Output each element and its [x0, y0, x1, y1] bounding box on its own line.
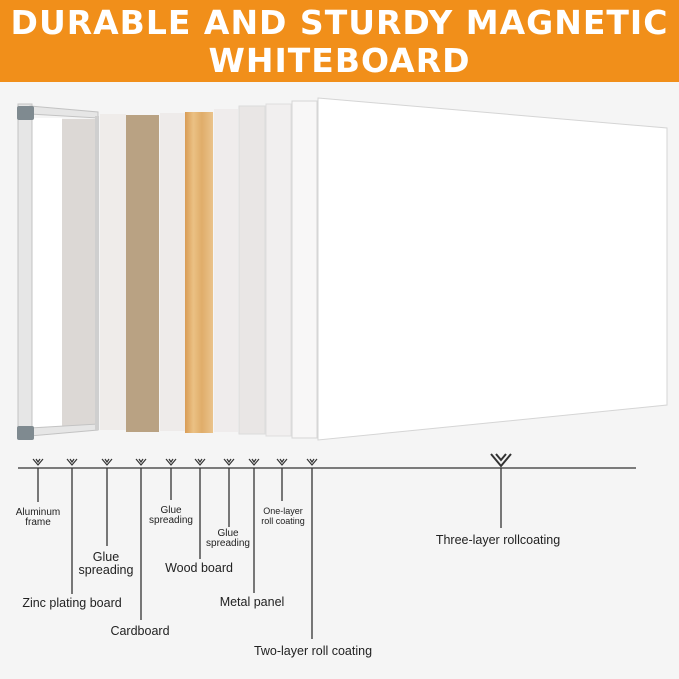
aluminum-frame: [17, 103, 99, 440]
marker-icon: [223, 458, 235, 466]
marker-icon: [306, 458, 318, 466]
marker-icon: [276, 458, 288, 466]
frame-corner-bottom: [17, 426, 34, 440]
label-three-layer-rollcoating: Three-layer rollcoating: [436, 533, 560, 547]
marker-icon: [32, 458, 44, 466]
label-glue-spreading-2: Glue spreading: [149, 505, 193, 526]
page-header: DURABLE AND STURDY MAGNETIC WHITEBOARD: [0, 0, 679, 82]
label-zinc-plating-board: Zinc plating board: [22, 596, 121, 610]
layer-glue-2: [160, 113, 185, 431]
leader-lines: [37, 468, 502, 639]
marker-icon: [194, 458, 206, 466]
layer-glue-1: [100, 114, 126, 430]
layer-one-layer-coating: [265, 103, 292, 437]
label-metal-panel: Metal panel: [220, 595, 285, 609]
header-title-line1: DURABLE AND STURDY MAGNETIC: [10, 3, 669, 42]
layer-two-layer-coating: [291, 100, 318, 439]
layer-wood-board: [185, 112, 213, 433]
layer-metal-panel: [238, 105, 266, 435]
layer-three-layer-coating: [317, 97, 668, 441]
header-title-line2: WHITEBOARD: [208, 41, 471, 80]
label-cardboard: Cardboard: [110, 624, 169, 638]
label-aluminum-frame: Aluminum frame: [16, 507, 60, 528]
layer-glue-3: [214, 109, 238, 432]
marker-icon: [248, 458, 260, 466]
layer-zinc-plating: [62, 119, 97, 429]
label-wood-board: Wood board: [165, 561, 233, 575]
layer-cardboard: [126, 115, 159, 432]
label-one-layer-roll-coating: One-layer roll coating: [261, 506, 305, 526]
marker-icon: [135, 458, 147, 466]
label-two-layer-roll-coating: Two-layer roll coating: [254, 644, 372, 658]
pointer-markers: [32, 453, 512, 468]
marker-icon: [66, 458, 78, 466]
whiteboard-layers: [17, 97, 668, 441]
frame-corner-top: [17, 106, 34, 120]
marker-icon-large: [490, 453, 512, 468]
marker-icon: [101, 458, 113, 466]
label-glue-spreading-1: Glue spreading: [79, 550, 134, 577]
label-glue-spreading-3: Glue spreading: [206, 528, 250, 549]
marker-icon: [165, 458, 177, 466]
